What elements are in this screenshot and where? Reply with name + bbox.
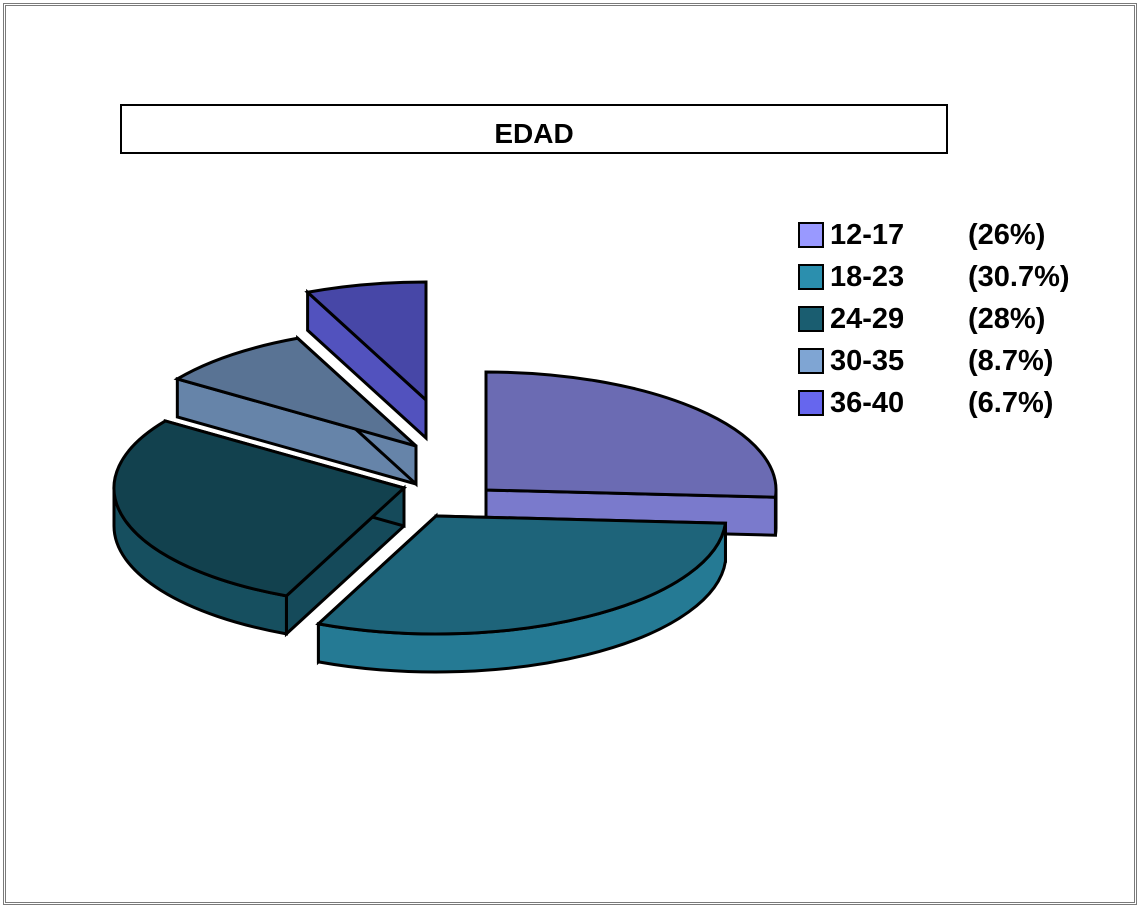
pie-slice-36-40: [304, 280, 428, 442]
legend-percent: (6.7%): [968, 386, 1054, 419]
legend: 12-17 (26%) 18-23 (30.7%) 24-29 (28%) 30-35 (8.…: [798, 214, 1070, 424]
chart-frame: [3, 3, 1137, 905]
legend-item: 12-17 (26%): [798, 214, 1070, 256]
legend-label: 30-35: [830, 344, 905, 377]
legend-swatch: [798, 222, 824, 248]
pie-slice-18-23: [315, 512, 728, 674]
legend-label: 18-23: [830, 260, 905, 293]
legend-item: 36-40 (6.7%): [798, 382, 1070, 424]
chart-title: EDAD: [494, 118, 574, 149]
legend-swatch: [798, 348, 824, 374]
legend-item: 18-23 (30.7%): [798, 256, 1070, 298]
legend-percent: (28%): [968, 302, 1046, 335]
pie-slice-30-35: [173, 334, 418, 488]
legend-item: 30-35 (8.7%): [798, 340, 1070, 382]
legend-swatch: [798, 390, 824, 416]
legend-percent: (30.7%): [968, 260, 1070, 293]
legend-swatch: [798, 306, 824, 332]
legend-label: 36-40: [830, 386, 905, 419]
legend-percent: (26%): [968, 218, 1046, 251]
legend-item: 24-29 (28%): [798, 298, 1070, 340]
pie-slice-12-17: [484, 370, 778, 537]
legend-label: 24-29: [830, 302, 905, 335]
legend-percent: (8.7%): [968, 344, 1054, 377]
legend-label: 12-17: [830, 218, 905, 251]
pie-slice-24-29: [112, 418, 407, 638]
chart-title-box: EDAD: [120, 104, 948, 154]
legend-swatch: [798, 264, 824, 290]
